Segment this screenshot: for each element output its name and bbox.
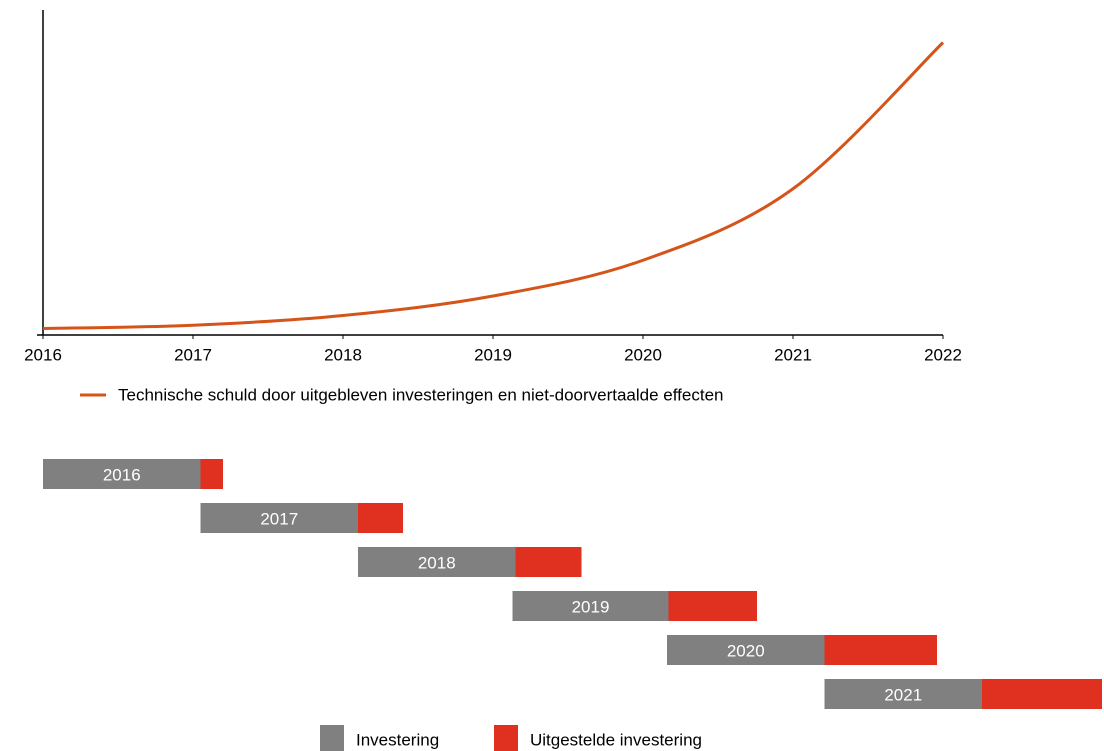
- x-tick-label: 2016: [24, 345, 62, 364]
- bar-segment: [358, 503, 403, 533]
- legend-label: Uitgestelde investering: [530, 730, 702, 749]
- bar-segment: [515, 547, 582, 577]
- x-tick-label: 2020: [624, 345, 662, 364]
- bar-segment: [200, 459, 223, 489]
- x-tick-label: 2019: [474, 345, 512, 364]
- x-tick-label: 2021: [774, 345, 812, 364]
- bar-label: 2018: [418, 553, 456, 572]
- legend-label: Investering: [356, 730, 439, 749]
- bar-segment: [667, 635, 825, 665]
- line-series: [42, 41, 945, 330]
- bar-segment: [982, 679, 1102, 709]
- bar-label: 2020: [727, 641, 765, 660]
- legend-swatch: [494, 725, 518, 751]
- bar-label: 2016: [103, 465, 141, 484]
- bar-segment: [824, 635, 937, 665]
- bar-segment: [43, 459, 201, 489]
- bar-label: 2017: [260, 509, 298, 528]
- bar-label: 2021: [884, 685, 922, 704]
- bar-segment: [200, 503, 358, 533]
- x-tick-label: 2018: [324, 345, 362, 364]
- bar-segment: [512, 591, 669, 621]
- bar-segment: [668, 591, 757, 621]
- x-tick-label: 2017: [174, 345, 212, 364]
- bar-segment: [358, 547, 516, 577]
- bar-segment: [824, 679, 982, 709]
- legend-swatch: [320, 725, 344, 751]
- x-tick-label: 2022: [924, 345, 962, 364]
- bar-label: 2019: [572, 597, 610, 616]
- legend-label: Technische schuld door uitgebleven inves…: [118, 385, 723, 404]
